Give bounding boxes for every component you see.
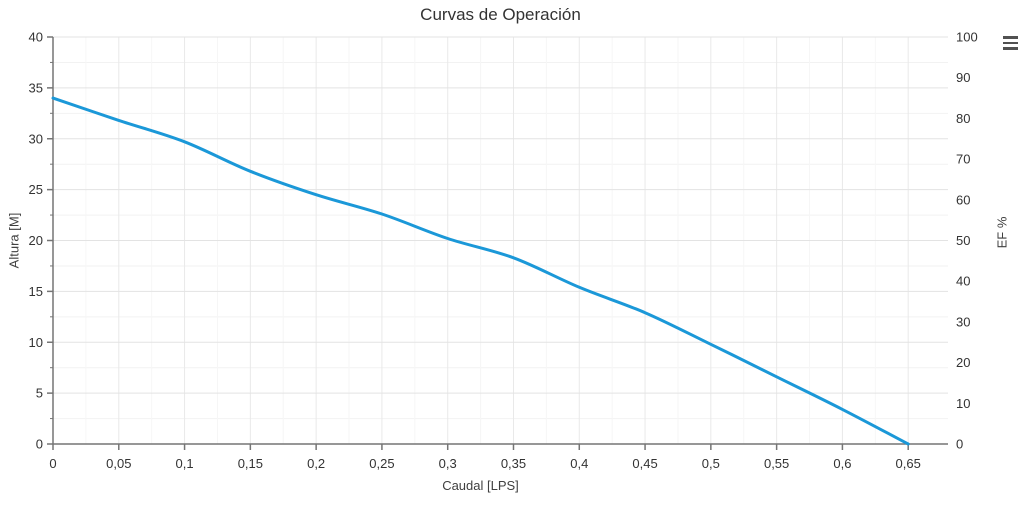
x-tick-label: 0 (49, 456, 56, 471)
x-tick-label: 0,55 (764, 456, 789, 471)
altura-curve-line (51, 96, 910, 446)
x-tick-label: 0,3 (439, 456, 457, 471)
y-left-tick-label: 10 (29, 335, 43, 350)
x-tick-label: 0,05 (106, 456, 131, 471)
hamburger-menu-icon (1003, 47, 1018, 50)
x-tick-label: 0,4 (570, 456, 588, 471)
hamburger-menu-icon (1003, 41, 1018, 45)
x-tick-label: 0,1 (176, 456, 194, 471)
chart-title: Curvas de Operación (420, 5, 581, 24)
y-left-tick-label: 15 (29, 284, 43, 299)
y-right-tick-label: 40 (956, 274, 970, 289)
x-tick-label: 0,15 (238, 456, 263, 471)
y-right-tick-label: 20 (956, 355, 970, 370)
y-left-tick-label: 25 (29, 182, 43, 197)
x-tick-label: 0,45 (632, 456, 657, 471)
y-right-tick-label: 50 (956, 233, 970, 248)
y-left-tick-label: 5 (36, 386, 43, 401)
x-tick-label: 0,25 (369, 456, 394, 471)
y-right-tick-label: 10 (956, 396, 970, 411)
x-tick-label: 0,35 (501, 456, 526, 471)
y-left-tick-label: 0 (36, 437, 43, 452)
x-tick-label: 0,6 (833, 456, 851, 471)
y-left-tick-label: 40 (29, 30, 43, 45)
y-left-tick-label: 20 (29, 233, 43, 248)
y-right-tick-label: 30 (956, 314, 970, 329)
x-tick-label: 0,5 (702, 456, 720, 471)
y-right-tick-label: 90 (956, 70, 970, 85)
x-tick-label: 0,2 (307, 456, 325, 471)
x-tick-label: 0,65 (896, 456, 921, 471)
y-right-tick-label: 100 (956, 30, 978, 45)
y-axis-title-left: Altura [M] (6, 212, 22, 269)
chart-context-menu-button[interactable] (1001, 32, 1023, 54)
y-right-tick-label: 80 (956, 111, 970, 126)
y-left-tick-label: 35 (29, 80, 43, 95)
y-right-tick-label: 0 (956, 437, 963, 452)
x-axis-title: Caudal [LPS] (442, 478, 519, 493)
y-left-tick-label: 30 (29, 131, 43, 146)
hamburger-menu-icon (1003, 36, 1018, 39)
y-right-tick-label: 60 (956, 192, 970, 207)
y-axis-title-right: EF % (994, 216, 1010, 249)
y-right-tick-label: 70 (956, 152, 970, 167)
